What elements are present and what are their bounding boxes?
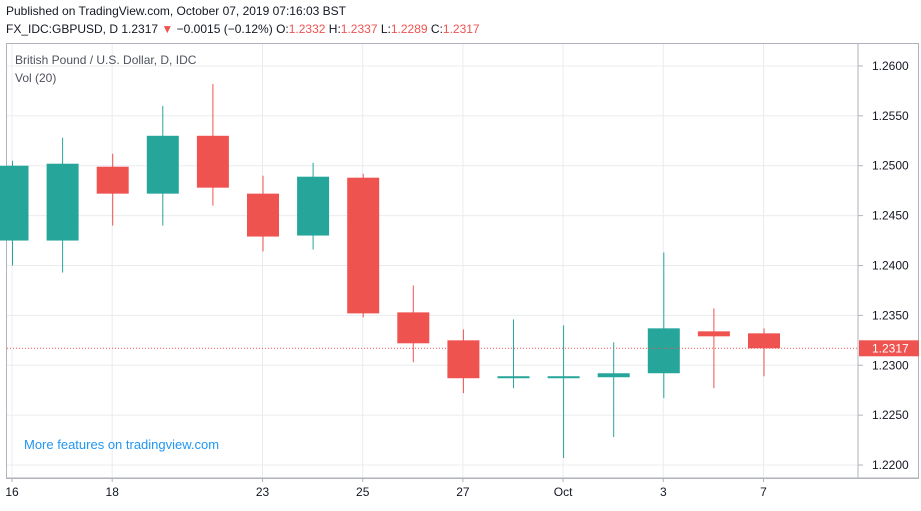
x-tick-label: 27 <box>456 485 470 499</box>
candle-body <box>397 312 430 344</box>
y-tick-label: 1.2350 <box>872 308 909 322</box>
candle-layer <box>0 83 780 459</box>
candle-up <box>146 105 179 226</box>
close-label: C: <box>430 22 443 36</box>
price-change: −0.0015 (−0.12%) <box>176 22 273 36</box>
candle-down <box>196 83 229 206</box>
x-tick-label: 3 <box>660 485 667 499</box>
low-label: L: <box>380 22 391 36</box>
grid-layer <box>7 44 858 478</box>
x-tick-label: 23 <box>256 485 270 499</box>
x-tick-label: 18 <box>106 485 120 499</box>
published-line: Published on TradingView.com, October 07… <box>6 4 346 18</box>
open-label: O: <box>276 22 289 36</box>
candle-up <box>547 325 580 459</box>
low-value: 1.2289 <box>390 22 428 36</box>
last-price-layer: 1.2317 <box>7 340 919 357</box>
y-tick-label: 1.2450 <box>872 209 909 223</box>
candle-down <box>347 173 380 318</box>
last-price-tag-label: 1.2317 <box>872 341 909 355</box>
candle-body <box>497 376 530 379</box>
volume-indicator-label[interactable]: Vol (20) <box>15 71 57 85</box>
last-price: 1.2317 <box>121 22 159 36</box>
chart-title: British Pound / U.S. Dollar, D, IDC <box>15 53 197 67</box>
candle-down <box>397 285 430 363</box>
candle-body <box>96 166 129 194</box>
candle-up <box>597 342 630 438</box>
y-tick-label: 1.2200 <box>872 458 909 472</box>
candle-body <box>247 193 279 237</box>
more-features-link[interactable]: More features on tradingview.com <box>24 437 220 452</box>
candle-body <box>647 328 680 374</box>
y-tick-label: 1.2250 <box>872 408 909 422</box>
y-tick-label: 1.2400 <box>872 258 909 272</box>
candle-body <box>0 165 29 241</box>
open-value: 1.2332 <box>288 22 326 36</box>
candle-body <box>297 176 330 236</box>
high-value: 1.2337 <box>340 22 378 36</box>
candle-up <box>46 137 79 273</box>
candle-body <box>597 373 630 378</box>
symbol-label: FX_IDC:GBPUSD, D <box>6 22 119 36</box>
y-tick-label: 1.2600 <box>872 59 909 73</box>
candle-body <box>447 340 480 379</box>
y-tick-label: 1.2550 <box>872 109 909 123</box>
down-arrow-icon: ▼ <box>161 22 174 36</box>
x-axis: 16 18 23 25 27 Oct 3 7 <box>5 478 767 499</box>
candle-body <box>46 163 79 241</box>
high-label: H: <box>328 22 341 36</box>
candle-body <box>697 331 730 337</box>
y-axis: 1.2200 1.2250 1.2300 1.2350 1.2400 1.2450 1.25… <box>858 59 909 472</box>
candle-down <box>447 329 480 394</box>
candle-down <box>96 153 129 226</box>
candle-body <box>347 177 380 314</box>
candle-body <box>748 333 780 349</box>
x-tick-label: Oct <box>554 485 573 499</box>
candle-up <box>297 162 330 250</box>
candle-body <box>196 135 229 188</box>
symbol-ohlc-line: FX_IDC:GBPUSD, D 1.2317 ▼ −0.0015 (−0.12… <box>6 22 480 36</box>
x-tick-label: 16 <box>5 485 19 499</box>
candle-body <box>547 376 580 379</box>
y-tick-label: 1.2300 <box>872 358 909 372</box>
y-tick-label: 1.2500 <box>872 159 909 173</box>
candle-up <box>647 252 680 399</box>
last-price-tag <box>859 340 919 357</box>
candle-down <box>697 308 730 389</box>
x-tick-label: 25 <box>356 485 370 499</box>
candle-down <box>748 328 780 377</box>
x-tick-label: 7 <box>760 485 767 499</box>
candle-up <box>0 160 29 266</box>
candle-up <box>497 319 530 389</box>
close-value: 1.2317 <box>442 22 480 36</box>
candle-body <box>146 135 179 194</box>
candle-down <box>247 175 279 252</box>
